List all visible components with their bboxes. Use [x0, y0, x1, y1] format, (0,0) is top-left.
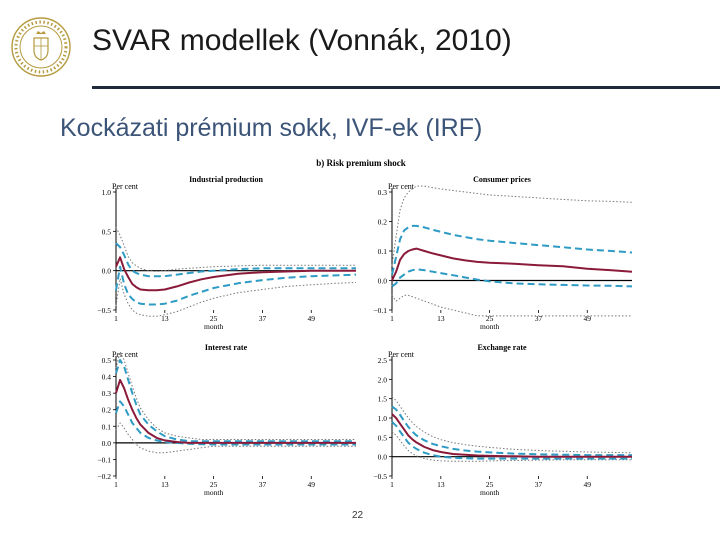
chart-4-title: Exchange rate	[477, 343, 527, 352]
slide-subtitle: Kockázati prémium sokk, IVF-ek (IRF)	[60, 114, 483, 142]
chart-4-y-tick-label: 1.5	[378, 395, 388, 404]
chart-3-series-inner-upper	[115, 400, 356, 446]
chart-2-series-inner-lower	[391, 268, 633, 288]
chart-3-x-tick-label: 49	[308, 480, 316, 489]
chart-3-y-tick-label: 0.5	[102, 356, 112, 365]
chart-4-series-inner-upper	[391, 405, 632, 457]
chart-4-x-tick-label: 25	[486, 480, 494, 489]
chart-1-x-tick-label: 25	[210, 314, 218, 323]
chart-4-series-inner-lower	[391, 421, 632, 460]
chart-3-x-tick-label: 13	[161, 480, 169, 489]
chart-1-y-tick-label: 0.5	[102, 227, 112, 236]
chart-2-x-tick-label: 49	[584, 314, 592, 323]
chart-2-y-tick-label: 0.3	[378, 188, 388, 197]
chart-1-y-tick-label: 0.0	[102, 267, 112, 276]
chart-4-y-tick-label: 0.5	[378, 433, 388, 442]
chart-3-series-outer-upper	[115, 351, 356, 440]
chart-4-series-outer-upper	[391, 396, 633, 454]
chart-2-series-outer-lower	[391, 294, 632, 317]
chart-2-xlabel: month	[480, 322, 499, 331]
chart-4-x-tick-label: 49	[584, 480, 592, 489]
chart-3-x-tick-label: 25	[210, 480, 218, 489]
chart-1-series-inner-lower	[115, 265, 357, 306]
chart-3-x-tick-label: 1	[114, 480, 118, 489]
chart-2-series-inner-upper	[391, 224, 633, 275]
chart-3-x-tick-label: 37	[259, 480, 267, 489]
chart-4-ylabel: Per cent	[388, 350, 415, 359]
chart-4-y-tick-label: 2.0	[378, 375, 388, 384]
chart-2-y-tick-label: 0.1	[378, 247, 388, 256]
chart-3-y-tick-label: 0.4	[102, 373, 112, 382]
chart-3-y-tick-label: 0.2	[102, 406, 112, 415]
chart-1-y-tick-label: 1.0	[102, 188, 112, 197]
chart-1-xlabel: month	[204, 322, 223, 331]
chart-3-y-tick-label: −0.1	[97, 455, 111, 464]
irf-figure: b) Risk premium shock Industrial product…	[97, 158, 633, 497]
chart-1-x-tick-label: 13	[161, 314, 169, 323]
chart-2-ylabel: Per cent	[388, 182, 415, 191]
chart-3-series-irf	[115, 378, 356, 444]
chart-2-x-tick-label: 13	[437, 314, 445, 323]
chart-1-x-tick-label: 1	[114, 314, 118, 323]
chart-3-series-outer-lower	[115, 422, 356, 454]
chart-3-ylabel: Per cent	[112, 350, 139, 359]
chart-1-ylabel: Per cent	[112, 182, 139, 191]
chart-2-series-outer-upper	[391, 185, 633, 266]
chart-4-y-tick-label: −0.5	[373, 472, 387, 481]
figure-panel-label: b) Risk premium shock	[316, 158, 406, 168]
chart-1-x-tick-label: 49	[308, 314, 316, 323]
chart-4-x-tick-label: 13	[437, 480, 445, 489]
chart-3-y-tick-label: −0.2	[97, 472, 111, 481]
chart-3-y-tick-label: 0.1	[102, 422, 112, 431]
slide-title: SVAR modellek (Vonnák, 2010)	[92, 24, 512, 57]
chart-2-y-tick-label: 0.0	[378, 277, 388, 286]
chart-1-series-outer-upper	[115, 227, 356, 272]
chart-1-series-inner-upper	[115, 242, 356, 278]
chart-1-x-tick-label: 37	[259, 314, 267, 323]
chart-2-x-tick-label: 37	[535, 314, 543, 323]
title-rule	[92, 86, 720, 89]
chart-3-y-tick-label: 0.3	[102, 389, 112, 398]
chart-1-y-tick-label: −0.5	[97, 306, 111, 315]
chart-3-title: Interest rate	[205, 343, 248, 352]
chart-2-y-tick-label: −0.1	[373, 306, 387, 315]
chart-2-x-tick-label: 1	[390, 314, 394, 323]
chart-4-y-tick-label: 2.5	[378, 356, 388, 365]
chart-3-y-tick-label: 0.0	[102, 439, 112, 448]
chart-3-series-inner-lower	[115, 359, 356, 443]
page-number: 22	[352, 510, 364, 521]
chart-4-series-irf	[391, 413, 632, 458]
chart-3-xlabel: month	[204, 488, 223, 497]
chart-4-y-tick-label: 0.0	[378, 453, 388, 462]
chart-4-xlabel: month	[480, 488, 499, 497]
central-bank-seal-icon	[11, 17, 71, 77]
chart-4-x-tick-label: 37	[535, 480, 543, 489]
chart-4-x-tick-label: 1	[390, 480, 394, 489]
chart-2-title: Consumer prices	[473, 175, 531, 184]
chart-1-series-irf	[115, 256, 356, 292]
chart-1-series-outer-lower	[115, 278, 357, 317]
chart-4-y-tick-label: 1.0	[378, 414, 388, 423]
chart-1-title: Industrial production	[189, 175, 263, 184]
chart-2-series-irf	[391, 247, 633, 281]
chart-2-y-tick-label: 0.2	[378, 218, 388, 227]
chart-2-x-tick-label: 25	[486, 314, 494, 323]
